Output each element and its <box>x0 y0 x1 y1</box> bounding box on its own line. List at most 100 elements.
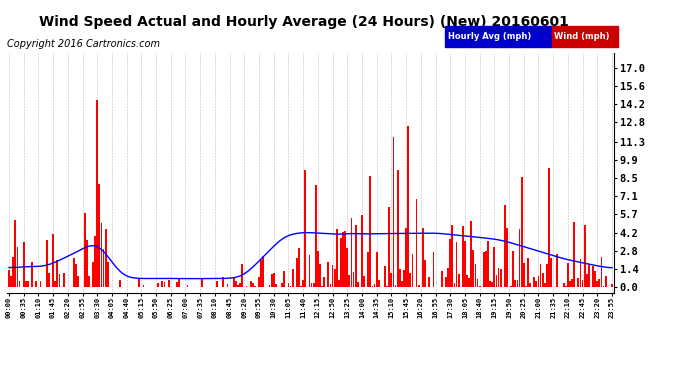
Bar <box>433 252 434 287</box>
Bar <box>513 251 514 287</box>
Bar <box>143 285 144 287</box>
Bar <box>533 277 535 287</box>
Bar <box>88 276 90 287</box>
Bar <box>313 283 315 287</box>
Bar <box>235 281 237 287</box>
Bar <box>602 285 604 287</box>
Bar <box>542 273 544 287</box>
Bar <box>310 283 313 287</box>
Bar <box>495 275 497 287</box>
Bar <box>464 242 466 287</box>
Bar <box>511 286 512 287</box>
Bar <box>565 286 566 287</box>
Bar <box>262 256 264 287</box>
Bar <box>348 275 351 287</box>
Bar <box>491 282 493 287</box>
Bar <box>546 264 548 287</box>
Bar <box>395 285 397 287</box>
Text: Wind Speed Actual and Hourly Average (24 Hours) (New) 20160601: Wind Speed Actual and Hourly Average (24… <box>39 15 569 29</box>
Bar <box>258 277 260 287</box>
Bar <box>517 280 518 287</box>
Bar <box>284 272 285 287</box>
Bar <box>328 262 329 287</box>
Bar <box>504 204 506 287</box>
Bar <box>52 234 54 287</box>
Bar <box>409 273 411 287</box>
Bar <box>455 242 457 287</box>
Bar <box>176 282 178 287</box>
Bar <box>39 281 41 287</box>
Bar <box>382 286 384 287</box>
Bar <box>239 283 241 287</box>
Bar <box>374 284 375 287</box>
Bar <box>411 254 413 287</box>
Bar <box>73 258 75 287</box>
Bar <box>527 258 529 287</box>
Bar <box>451 225 453 287</box>
Bar <box>386 286 388 287</box>
Bar <box>493 247 495 287</box>
Bar <box>308 255 310 287</box>
Bar <box>497 268 500 287</box>
Bar <box>250 281 252 287</box>
Bar <box>222 277 224 287</box>
Bar <box>288 283 289 287</box>
Bar <box>27 282 29 287</box>
Bar <box>340 238 342 287</box>
Bar <box>334 269 335 287</box>
Bar <box>462 226 464 287</box>
Bar <box>31 262 33 287</box>
Bar <box>519 229 520 287</box>
Bar <box>580 259 582 287</box>
Bar <box>363 276 365 287</box>
Bar <box>586 274 588 287</box>
Bar <box>344 231 346 287</box>
Bar <box>17 247 19 287</box>
Bar <box>529 283 531 287</box>
Bar <box>332 265 333 287</box>
Bar <box>273 273 275 287</box>
Bar <box>571 279 573 287</box>
Bar <box>275 284 277 287</box>
Bar <box>475 264 476 287</box>
Bar <box>241 264 243 287</box>
Bar <box>584 225 586 287</box>
Bar <box>107 261 108 287</box>
Bar <box>538 276 540 287</box>
Bar <box>441 271 443 287</box>
Bar <box>483 252 485 287</box>
Bar <box>75 264 77 287</box>
Bar <box>270 274 273 287</box>
Bar <box>578 279 580 287</box>
Bar <box>355 225 357 287</box>
Bar <box>596 280 598 287</box>
Bar <box>376 252 377 287</box>
Bar <box>399 269 401 287</box>
Bar <box>487 242 489 287</box>
Bar <box>57 260 58 287</box>
Bar <box>540 264 542 287</box>
Bar <box>573 222 575 287</box>
Bar <box>321 286 323 287</box>
Bar <box>548 168 550 287</box>
Bar <box>407 126 409 287</box>
Bar <box>447 268 449 287</box>
Bar <box>180 286 182 287</box>
Bar <box>282 283 283 287</box>
Bar <box>95 236 96 287</box>
Bar <box>422 228 424 287</box>
Bar <box>569 281 571 287</box>
Bar <box>103 249 104 287</box>
Bar <box>515 280 516 287</box>
Bar <box>592 266 594 287</box>
Bar <box>391 273 393 287</box>
Bar <box>369 176 371 287</box>
Bar <box>523 263 524 287</box>
Bar <box>401 281 403 287</box>
Bar <box>290 286 291 287</box>
Bar <box>59 274 60 287</box>
Bar <box>119 280 121 287</box>
Bar <box>372 286 373 287</box>
Bar <box>598 279 600 287</box>
Bar <box>367 252 369 287</box>
